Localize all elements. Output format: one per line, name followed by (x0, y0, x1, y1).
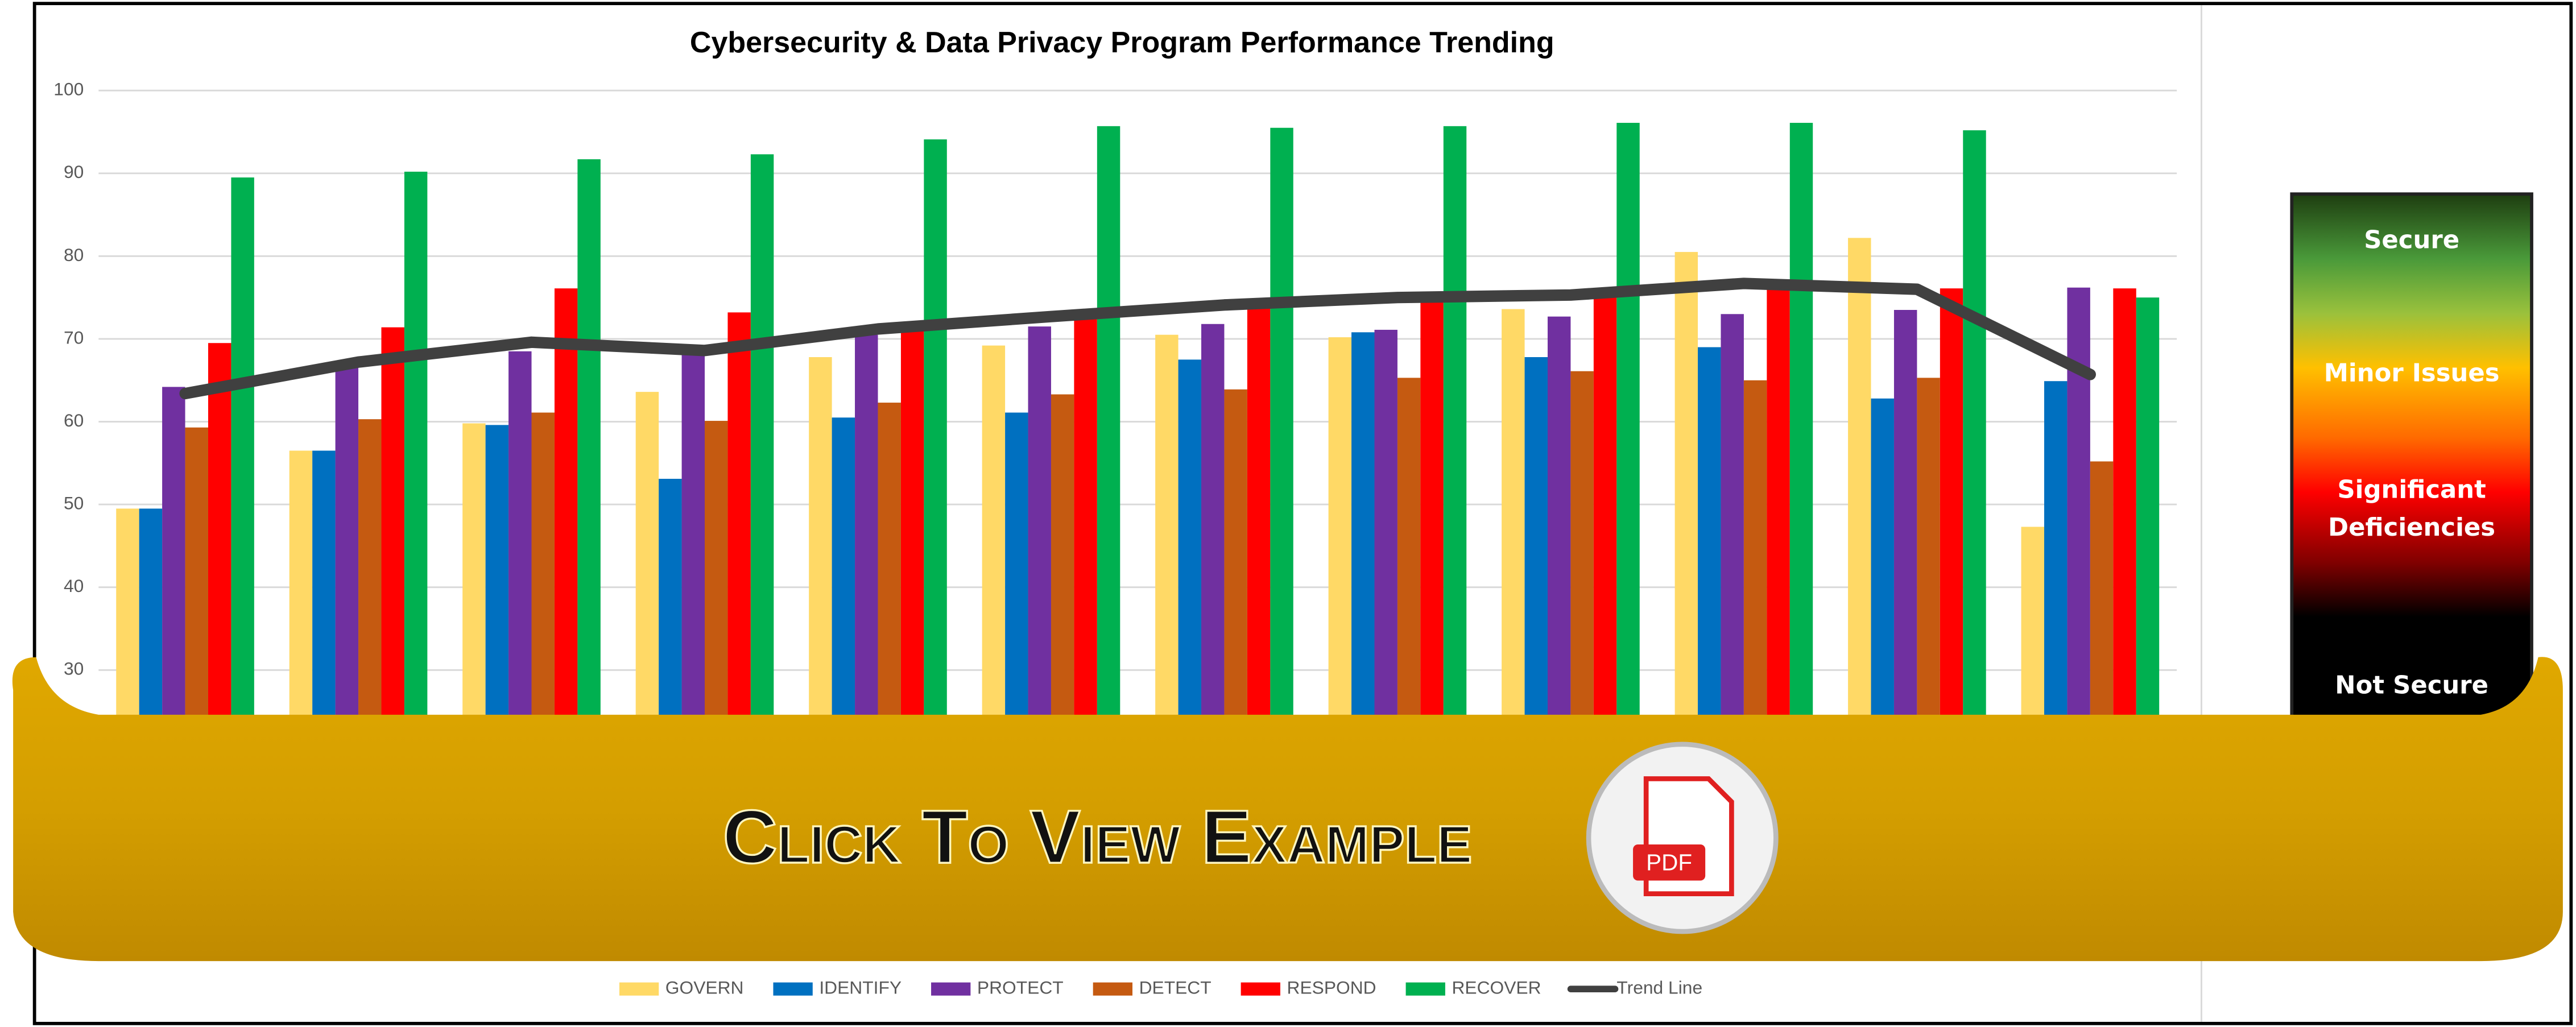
legend-swatch (773, 982, 813, 996)
scale-label: Minor Issues (2323, 357, 2500, 387)
legend-label: Trend Line (1616, 978, 1702, 998)
status-scale (2290, 192, 2533, 738)
banner-ribbon[interactable] (12, 657, 2563, 962)
scale-label-text: Significant Deficiencies (2328, 475, 2496, 543)
scale-label-text: Minor Issues (2323, 357, 2500, 387)
pdf-label: PDF (1646, 849, 1692, 875)
legend-label: PROTECT (977, 978, 1064, 998)
y-tick-label: 40 (64, 575, 84, 596)
legend-label: IDENTIFY (819, 978, 902, 998)
legend-label: GOVERN (665, 978, 744, 998)
legend-label: RECOVER (1452, 978, 1541, 998)
legend-swatch (1093, 982, 1133, 996)
y-tick-label: 70 (64, 327, 84, 347)
y-tick-label: 90 (64, 161, 84, 182)
scale-label: Secure (2364, 224, 2460, 254)
banner-text[interactable]: Click To View Example (722, 794, 1473, 880)
scale-label-text: Secure (2364, 224, 2460, 254)
legend-label: RESPOND (1287, 978, 1376, 998)
legend: GOVERN IDENTIFY PROTECT DETECT RESPOND RECOVE… (619, 978, 1702, 998)
banner[interactable]: Click To View Example PDF (12, 657, 2563, 962)
y-tick-label: 100 (53, 79, 84, 100)
legend-label: DETECT (1139, 978, 1211, 998)
legend-swatch (1241, 982, 1280, 996)
scale-labels: Secure Minor Issues Significant Deficienci… (2323, 224, 2500, 699)
scale-label: Not Secure (2335, 669, 2489, 699)
y-tick-label: 60 (64, 410, 84, 430)
y-tick-label: 80 (64, 245, 84, 265)
legend-swatch (619, 982, 659, 996)
legend-swatch (1405, 982, 1445, 996)
pdf-badge (1633, 844, 1706, 881)
trend-line (179, 278, 2096, 400)
scale-label: Significant Deficiencies (2328, 475, 2496, 543)
legend-swatch (931, 982, 971, 996)
y-tick-label: 50 (64, 493, 84, 514)
chart-title: Cybersecurity & Data Privacy Program Per… (690, 26, 1554, 59)
scale-label-text: Not Secure (2335, 669, 2489, 699)
y-tick-label: 30 (64, 659, 84, 679)
